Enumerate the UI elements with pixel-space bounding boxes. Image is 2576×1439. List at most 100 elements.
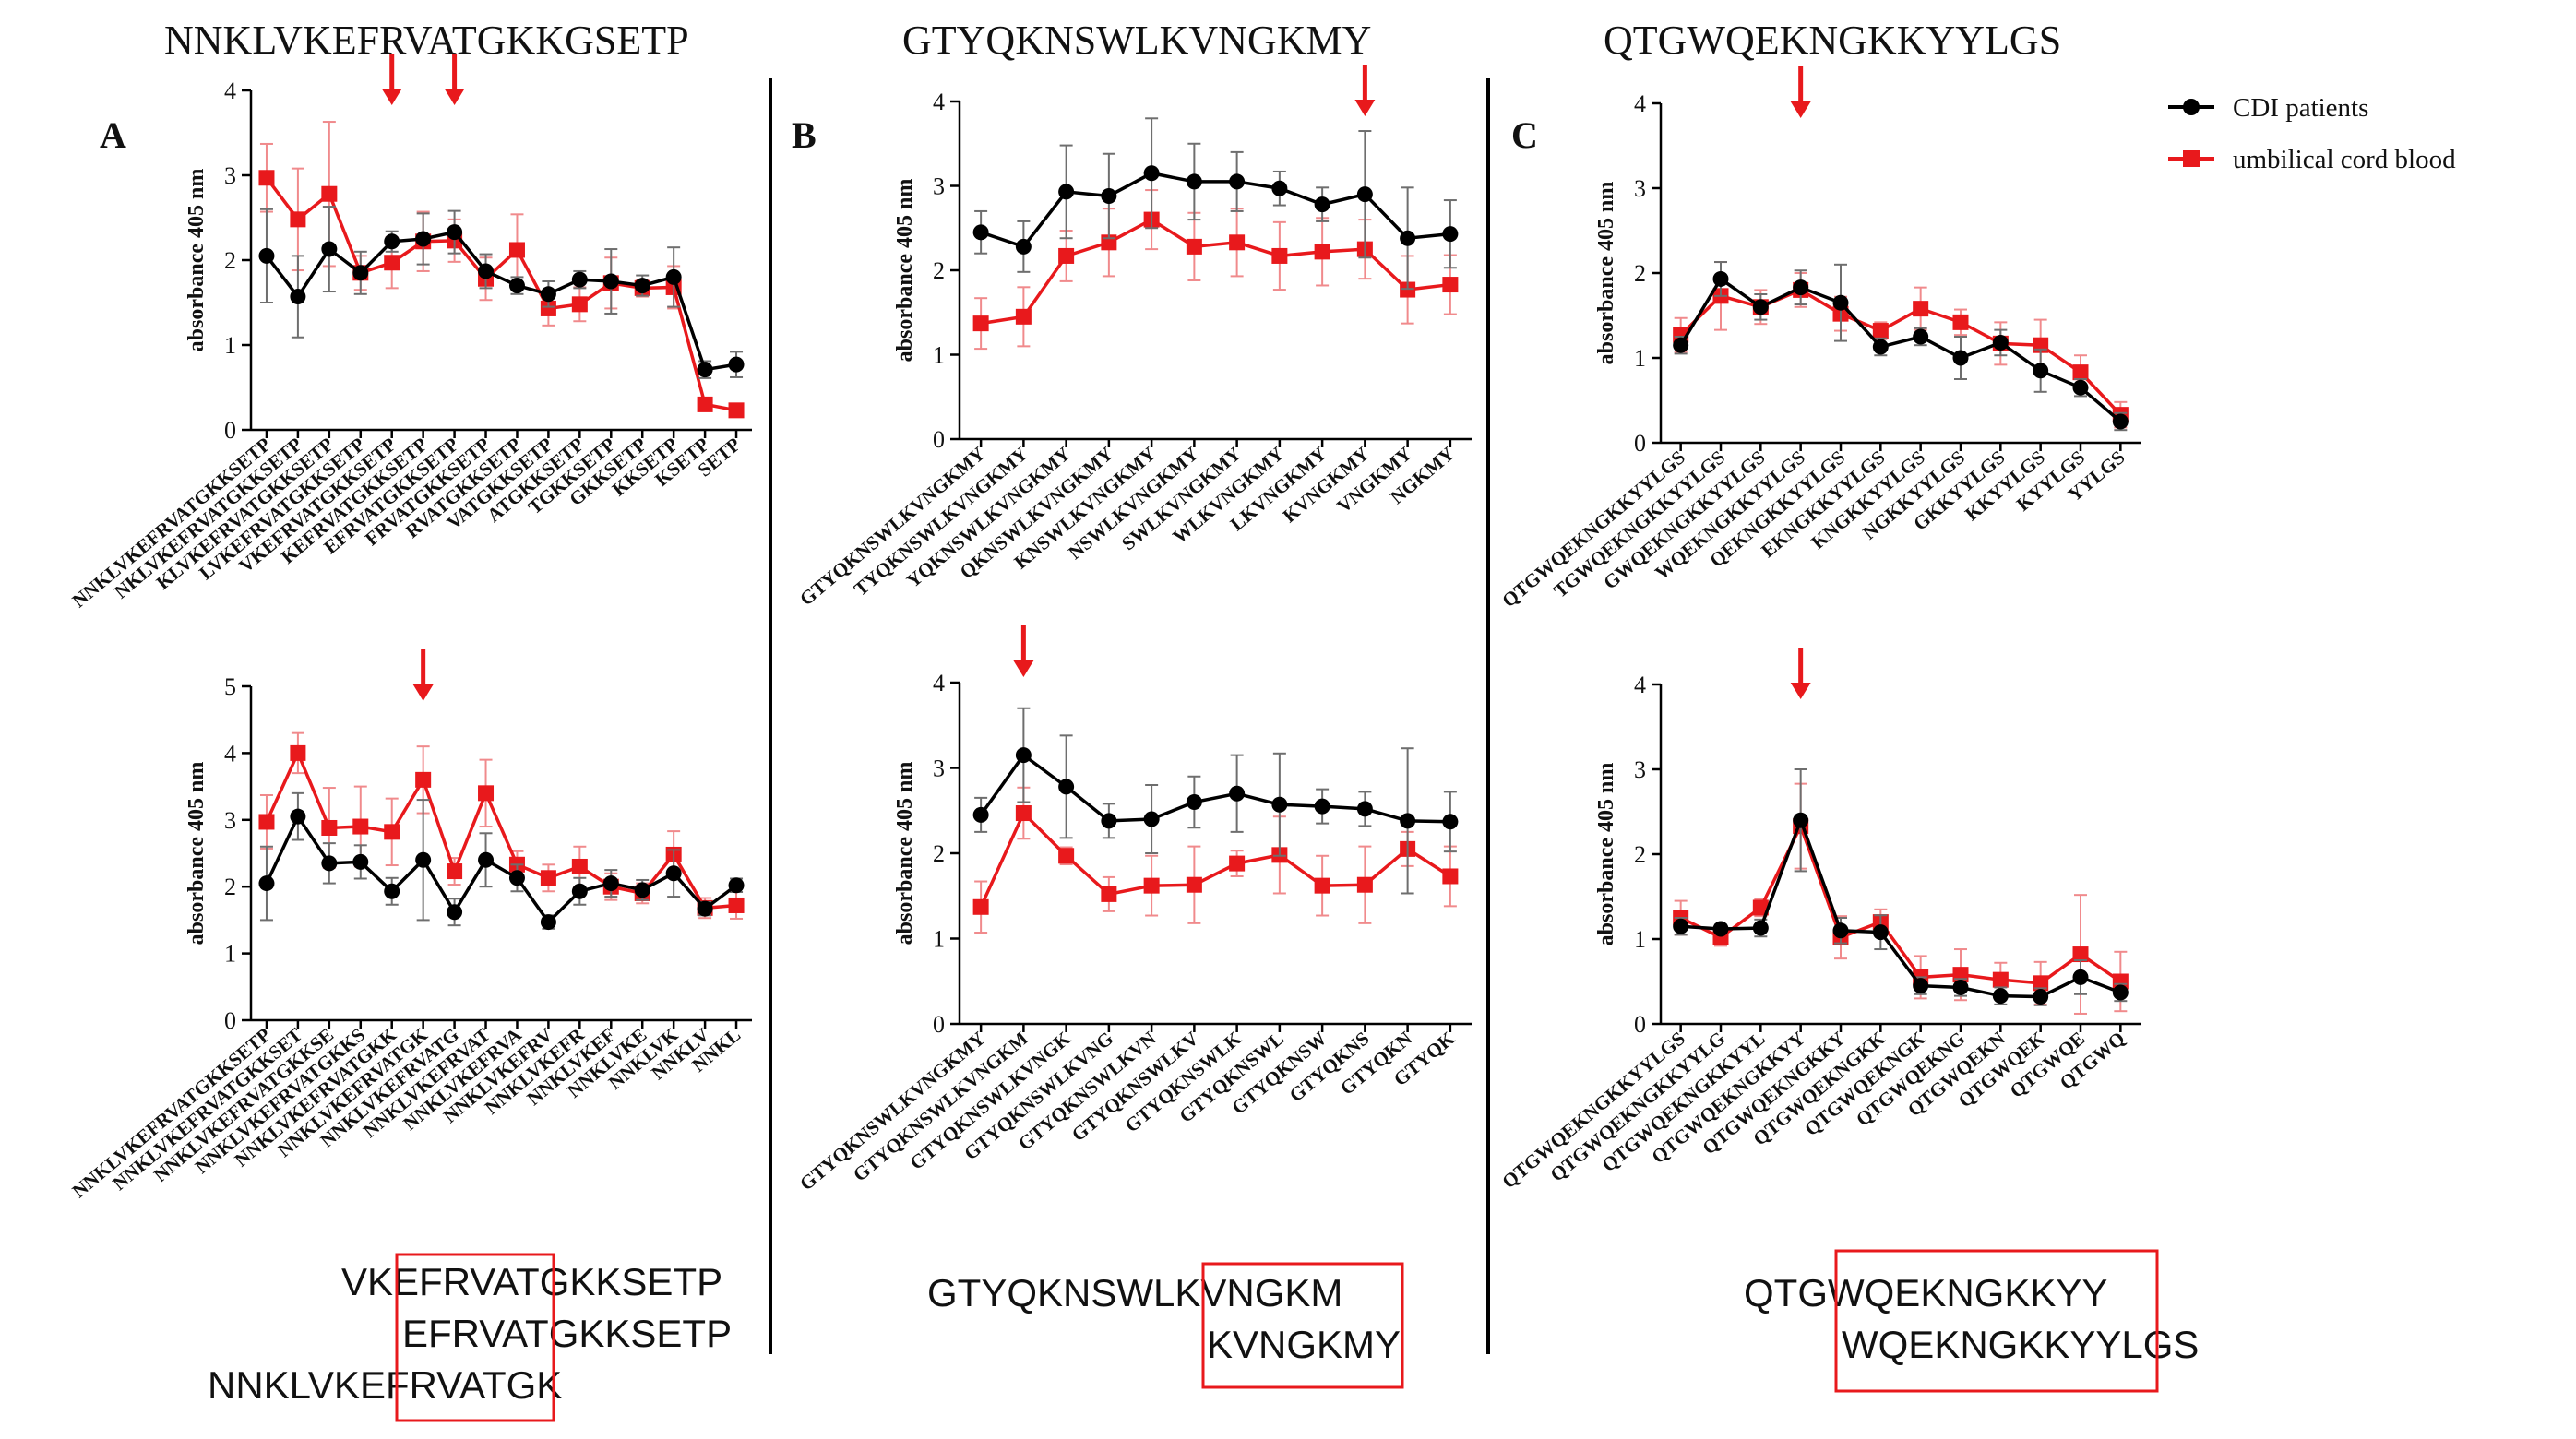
data-point-cdi [384, 233, 400, 250]
data-point-cdi [1992, 988, 2009, 1005]
panel-b-letter: B [792, 114, 817, 156]
data-point-cord-blood [1186, 238, 1202, 255]
legend-marker-cord-blood [2183, 150, 2200, 167]
data-point-cdi [2112, 984, 2129, 1001]
y-tick-label: 2 [1634, 841, 1646, 868]
data-point-cdi [258, 875, 275, 892]
y-tick-label: 4 [1634, 90, 1646, 117]
data-point-cdi [415, 851, 432, 868]
data-point-cdi [447, 224, 463, 241]
data-point-cdi [665, 865, 682, 882]
data-point-cdi [728, 356, 745, 373]
data-point-cdi [1400, 813, 1416, 829]
data-point-cdi [1143, 811, 1160, 827]
y-tick-label: 1 [224, 332, 236, 359]
data-point-cdi [1271, 796, 1288, 813]
data-point-cdi [1752, 299, 1769, 315]
panel-c-title: QTGWQEKNGKKYYLGS [1604, 18, 2061, 63]
data-point-cord-blood [2072, 364, 2089, 381]
y-tick-label: 1 [933, 926, 945, 953]
data-point-cdi [602, 875, 619, 892]
panel-a-letter: A [100, 114, 126, 156]
alignment-b-line-2: KVNGKMY [1207, 1323, 1401, 1366]
y-tick-label: 3 [224, 162, 236, 189]
data-point-cdi [697, 900, 713, 917]
data-point-cord-blood [321, 185, 338, 202]
data-point-cdi [1101, 187, 1117, 204]
y-tick-label: 2 [1634, 260, 1646, 287]
alignment-a-line-1: VKEFRVATGKKSETP [341, 1260, 722, 1303]
data-point-cord-blood [571, 858, 588, 874]
data-point-cdi [1952, 979, 1969, 995]
panel-b-title: GTYQKNSWLKVNGKMY [902, 18, 1371, 63]
data-point-cdi [352, 265, 369, 281]
y-tick-label: 0 [933, 426, 945, 453]
data-point-cdi [2033, 989, 2049, 1005]
highlight-arrow-head [444, 89, 465, 105]
highlight-arrow-head [412, 684, 434, 701]
data-point-cdi [1015, 747, 1032, 764]
y-tick-label: 4 [224, 77, 236, 104]
y-tick-label: 0 [224, 1007, 236, 1034]
data-point-cdi [1952, 350, 1969, 366]
alignment-b-box [1201, 1262, 1404, 1389]
data-point-cord-blood [478, 785, 495, 802]
data-point-cord-blood [972, 315, 989, 332]
data-point-cord-blood [508, 242, 525, 258]
data-point-cord-blood [1186, 876, 1202, 893]
data-point-cord-blood [258, 814, 275, 830]
data-point-cdi [972, 806, 989, 823]
data-point-cord-blood [352, 818, 369, 835]
y-tick-label: 1 [224, 941, 236, 968]
data-point-cdi [1992, 334, 2009, 351]
data-point-cord-blood [571, 296, 588, 313]
y-tick-label: 0 [224, 417, 236, 444]
y-axis-label: absorbance 405 nm [185, 762, 209, 945]
data-point-cdi [321, 241, 338, 257]
y-tick-label: 0 [933, 1011, 945, 1038]
data-point-cord-blood [290, 744, 306, 761]
alignment-a-line-3: NNKLVKEFRVATGK [208, 1363, 562, 1407]
data-point-cdi [478, 851, 495, 868]
data-point-cord-blood [258, 170, 275, 186]
data-point-cdi [1913, 978, 1929, 994]
data-point-cdi [1314, 798, 1330, 815]
data-point-cdi [1673, 337, 1689, 353]
data-point-cdi [1913, 328, 1929, 345]
legend-label-cord-blood: umbilical cord blood [2233, 145, 2456, 174]
data-point-cdi [1186, 794, 1202, 810]
data-point-cord-blood [1442, 868, 1459, 885]
alignment-a-box [395, 1253, 555, 1422]
data-point-cord-blood [384, 255, 400, 271]
data-point-cdi [1356, 801, 1373, 817]
data-point-cdi [1229, 785, 1246, 802]
y-axis-label: absorbance 405 nm [893, 762, 917, 945]
data-point-cord-blood [2033, 975, 2049, 992]
data-point-cord-blood [2112, 973, 2129, 990]
data-point-cord-blood [1271, 247, 1288, 264]
data-point-cdi [1442, 814, 1459, 830]
alignment-a: VKEFRVATGKKSETP EFRVATGKKSETP NNKLVKEFRV… [208, 1253, 732, 1422]
data-point-cdi [1400, 230, 1416, 246]
series-line-cdi [265, 230, 737, 372]
data-point-cdi [571, 883, 588, 899]
data-point-cord-blood [1229, 855, 1246, 872]
y-tick-label: 4 [933, 670, 945, 696]
data-point-cdi [290, 808, 306, 825]
y-tick-label: 1 [1634, 345, 1646, 372]
data-point-cdi [321, 855, 338, 872]
panel-c-letter: C [1511, 114, 1538, 156]
alignment-c-box [1834, 1249, 2159, 1393]
data-point-cdi [1712, 921, 1729, 937]
data-point-cord-blood [540, 300, 556, 316]
data-point-cdi [1442, 226, 1459, 243]
data-point-cdi [540, 286, 556, 303]
data-point-cdi [1058, 184, 1075, 200]
data-point-cdi [508, 870, 525, 886]
data-point-cdi [1752, 920, 1769, 936]
data-point-cdi [1872, 339, 1889, 355]
data-point-cdi [634, 278, 650, 294]
highlight-arrow-head [1013, 660, 1034, 677]
data-point-cord-blood [1752, 899, 1769, 916]
